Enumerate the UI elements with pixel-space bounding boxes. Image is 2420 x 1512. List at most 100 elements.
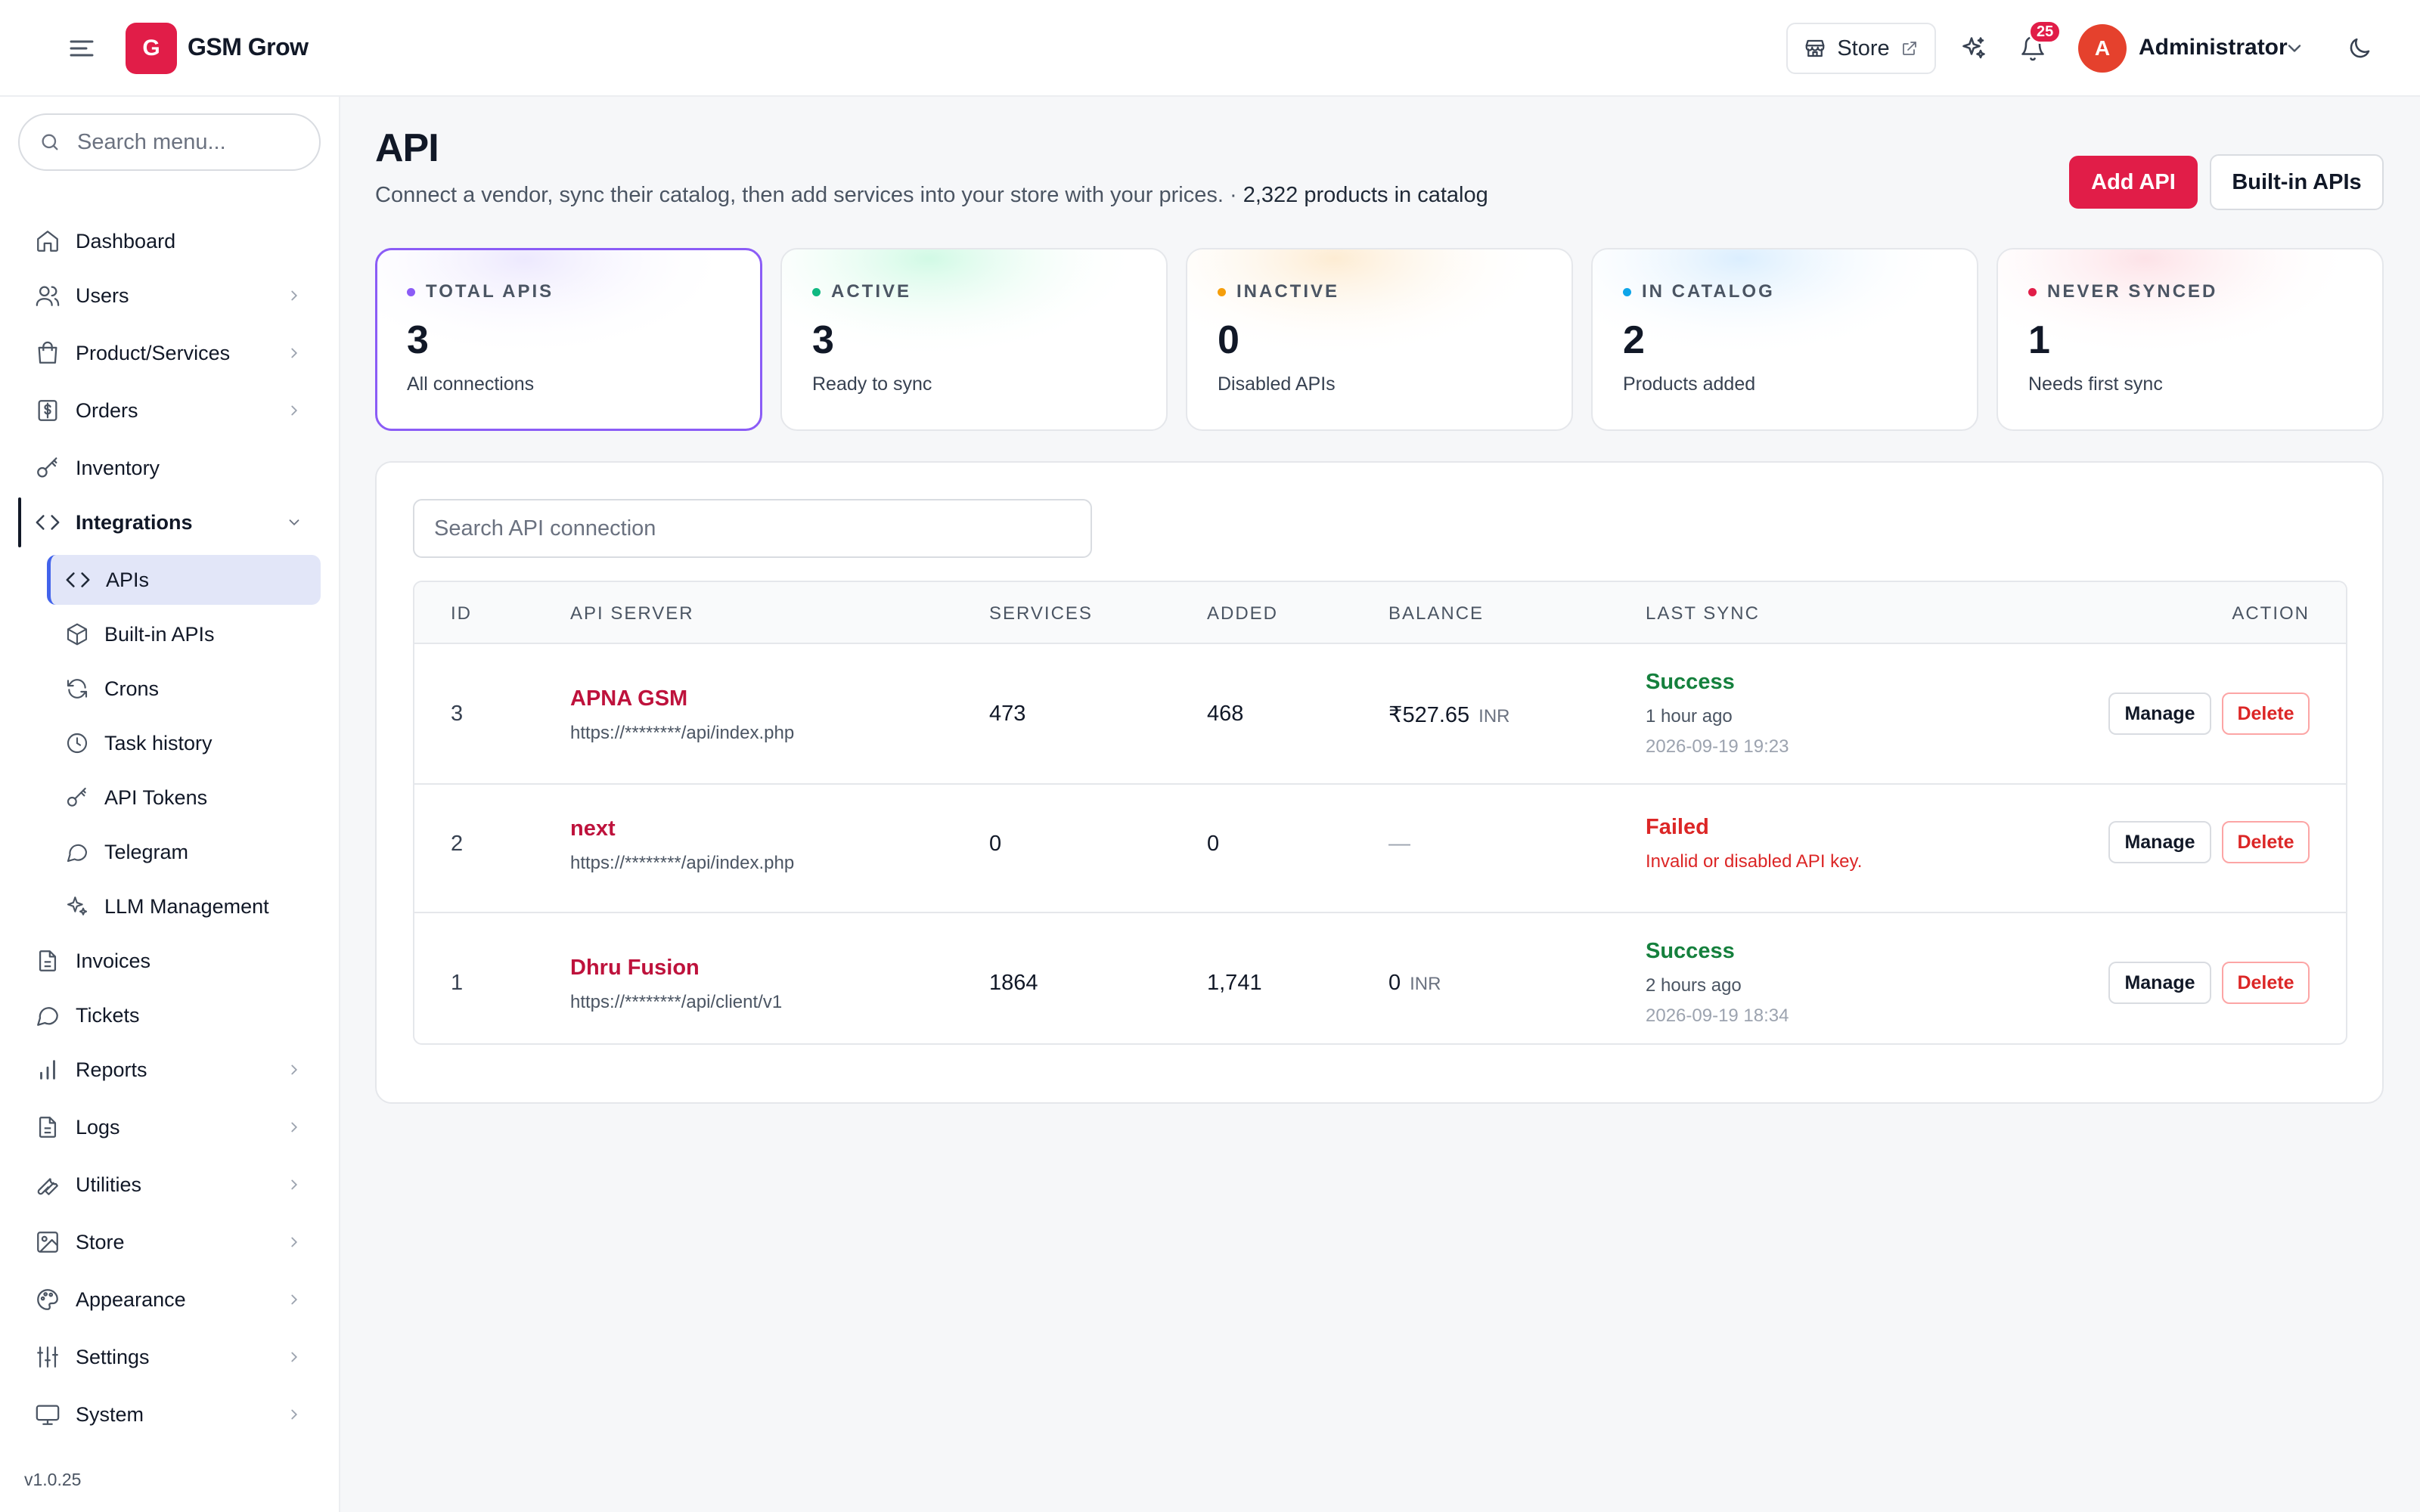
services-count: 1864	[989, 971, 1038, 996]
sliders-icon	[35, 1344, 60, 1370]
sidebar-item-tickets[interactable]: Tickets	[18, 990, 321, 1040]
column-header-action: ACTION	[2232, 603, 2310, 624]
store-link-button[interactable]: Store	[1786, 23, 1936, 74]
sparkles-icon	[65, 894, 89, 919]
user-avatar[interactable]: A	[2078, 24, 2127, 73]
top-bar: G GSM Grow Store 25 A Administrator	[0, 0, 2420, 97]
table-row[interactable]: 3 APNA GSM https://********/api/index.ph…	[414, 644, 2346, 785]
row-id: 2	[451, 832, 463, 857]
chevron-right-icon	[286, 1061, 302, 1078]
stat-card-inactive[interactable]: INACTIVE 0 Disabled APIs	[1186, 248, 1573, 431]
sidebar-item-orders[interactable]: Orders	[18, 386, 321, 435]
sidebar-item-integrations[interactable]: Integrations	[18, 497, 321, 547]
monitor-icon	[35, 1402, 60, 1427]
sidebar-subitem-llm-management[interactable]: LLM Management	[47, 881, 321, 931]
code-icon	[65, 567, 91, 593]
sidebar-item-utilities[interactable]: Utilities	[18, 1160, 321, 1210]
api-server-url: https://********/api/client/v1	[570, 992, 782, 1013]
status-dot	[1218, 288, 1226, 296]
sidebar-item-label: Invoices	[76, 950, 150, 973]
column-header-balance[interactable]: BALANCE	[1388, 603, 1484, 624]
balance-empty: —	[1388, 832, 1410, 857]
sidebar-subitem-apis[interactable]: APIs	[47, 555, 321, 605]
sidebar-subitem-label: Telegram	[104, 841, 188, 864]
sidebar-subitem-telegram[interactable]: Telegram	[47, 827, 321, 877]
sidebar-item-product-services[interactable]: Product/Services	[18, 328, 321, 378]
sidebar-item-appearance[interactable]: Appearance	[18, 1275, 321, 1325]
manage-button[interactable]: Manage	[2108, 821, 2211, 863]
menu-toggle-icon[interactable]	[65, 33, 98, 64]
sidebar-search-placeholder: Search menu...	[77, 130, 226, 155]
stat-value: 2	[1623, 318, 1977, 363]
sidebar-item-label: Appearance	[76, 1288, 186, 1312]
sidebar-search-input[interactable]: Search menu...	[18, 113, 321, 171]
sidebar-subitem-crons[interactable]: Crons	[47, 664, 321, 714]
table-header: ID API SERVER SERVICES ADDED BALANCE LAS…	[414, 582, 2346, 644]
app-name[interactable]: GSM Grow	[188, 33, 309, 61]
sync-relative-time: 2 hours ago	[1646, 975, 1742, 996]
column-header-added[interactable]: ADDED	[1207, 603, 1278, 624]
app-logo[interactable]: G	[126, 23, 177, 74]
added-count: 468	[1207, 702, 1243, 727]
ai-sparkle-button[interactable]	[1956, 30, 1992, 67]
row-id: 3	[451, 702, 463, 727]
user-name[interactable]: Administrator	[2139, 35, 2288, 60]
theme-toggle-button[interactable]	[2341, 30, 2378, 67]
api-table: ID API SERVER SERVICES ADDED BALANCE LAS…	[413, 581, 2347, 1045]
file-text-icon	[35, 948, 60, 974]
column-header-last-sync[interactable]: LAST SYNC	[1646, 603, 1760, 624]
column-header-id[interactable]: ID	[451, 603, 472, 624]
status-dot	[1623, 288, 1631, 296]
stat-value: 3	[812, 318, 1166, 363]
user-menu-chevron[interactable]	[2281, 35, 2308, 62]
palette-icon	[35, 1287, 60, 1312]
column-header-api-server[interactable]: API SERVER	[570, 603, 694, 624]
page-description: Connect a vendor, sync their catalog, th…	[375, 183, 1224, 207]
built-in-apis-button[interactable]: Built-in APIs	[2210, 154, 2384, 210]
manage-button[interactable]: Manage	[2108, 962, 2211, 1004]
stat-label: ACTIVE	[831, 281, 911, 302]
page-title: API	[375, 125, 439, 171]
add-api-button[interactable]: Add API	[2069, 156, 2198, 209]
sidebar-item-invoices[interactable]: Invoices	[18, 936, 321, 986]
sync-status: Success	[1646, 670, 1735, 695]
delete-button[interactable]: Delete	[2222, 821, 2310, 863]
table-row[interactable]: 2 next https://********/api/index.php 0 …	[414, 785, 2346, 913]
sidebar-item-reports[interactable]: Reports	[18, 1045, 321, 1095]
stat-card-in-catalog[interactable]: IN CATALOG 2 Products added	[1591, 248, 1978, 431]
stat-card-never-synced[interactable]: NEVER SYNCED 1 Needs first sync	[1996, 248, 2384, 431]
chevron-right-icon	[286, 1234, 302, 1250]
chevron-right-icon	[286, 1291, 302, 1308]
sidebar-item-logs[interactable]: Logs	[18, 1102, 321, 1152]
sidebar-item-users[interactable]: Users	[18, 271, 321, 321]
manage-button[interactable]: Manage	[2108, 692, 2211, 735]
column-header-services[interactable]: SERVICES	[989, 603, 1093, 624]
table-row[interactable]: 1 Dhru Fusion https://********/api/clien…	[414, 913, 2346, 1045]
sidebar-item-dashboard[interactable]: Dashboard	[18, 216, 321, 266]
services-count: 473	[989, 702, 1025, 727]
sidebar-item-label: Inventory	[76, 457, 160, 480]
api-server-name[interactable]: APNA GSM	[570, 686, 687, 711]
bar-chart-icon	[35, 1057, 60, 1083]
clock-icon	[65, 731, 89, 755]
sidebar-subitem-task-history[interactable]: Task history	[47, 718, 321, 768]
sidebar-item-label: Tickets	[76, 1004, 140, 1027]
delete-button[interactable]: Delete	[2222, 692, 2310, 735]
balance-currency: INR	[1478, 706, 1509, 727]
delete-button[interactable]: Delete	[2222, 962, 2310, 1004]
stat-note: Disabled APIs	[1218, 373, 1571, 395]
api-server-name[interactable]: Dhru Fusion	[570, 956, 700, 981]
stat-card-active[interactable]: ACTIVE 3 Ready to sync	[780, 248, 1168, 431]
stat-card-total-apis[interactable]: TOTAL APIS 3 All connections	[375, 248, 762, 431]
sidebar-item-settings[interactable]: Settings	[18, 1332, 321, 1382]
sidebar-subitem-built-in-apis[interactable]: Built-in APIs	[47, 609, 321, 659]
sidebar-subitem-label: API Tokens	[104, 786, 207, 810]
api-search-input[interactable]: Search API connection	[413, 499, 1092, 558]
sidebar-item-system[interactable]: System	[18, 1390, 321, 1439]
stat-label: INACTIVE	[1236, 281, 1339, 302]
sidebar-subitem-api-tokens[interactable]: API Tokens	[47, 773, 321, 823]
store-icon	[1804, 37, 1826, 60]
sidebar-item-store[interactable]: Store	[18, 1217, 321, 1267]
api-server-name[interactable]: next	[570, 816, 616, 841]
sidebar-item-inventory[interactable]: Inventory	[18, 443, 321, 493]
